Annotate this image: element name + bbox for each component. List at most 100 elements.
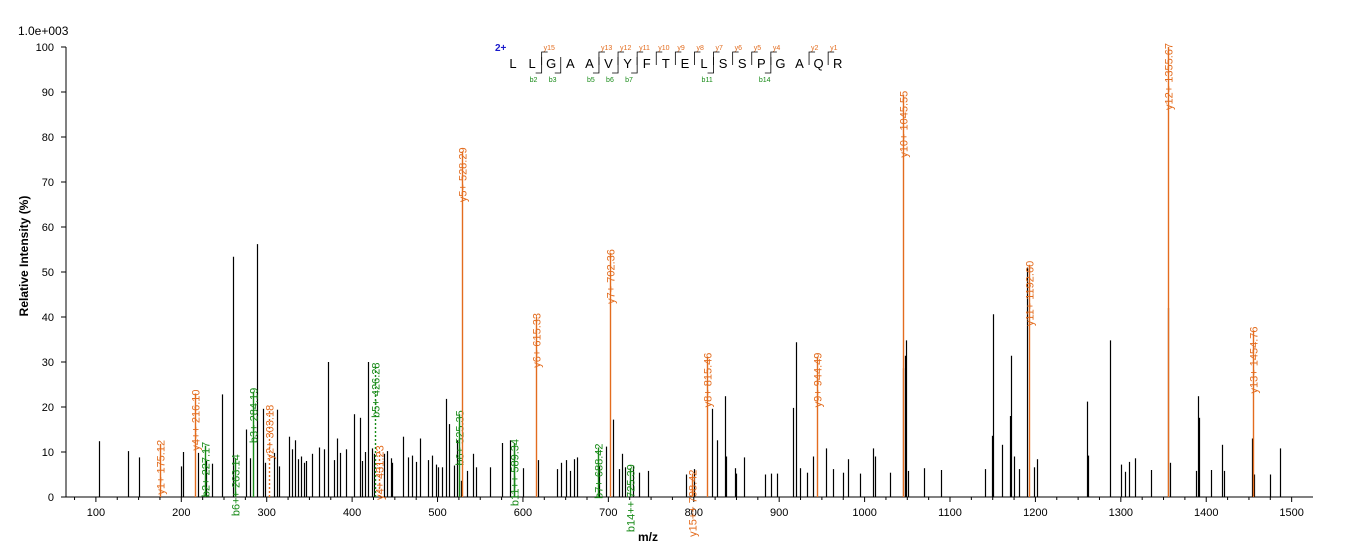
y-tick-label: 10 [42, 447, 54, 459]
sequence-residue: A [795, 56, 804, 71]
intensity-scale-label: 1.0e+003 [18, 24, 69, 38]
b-ion-mark: b7 [625, 77, 633, 84]
y-ion-bracket [674, 51, 682, 65]
x-tick-label: 1000 [852, 507, 876, 519]
b-ion-mark: b14 [759, 77, 771, 84]
sequence-residue: L [700, 56, 707, 71]
fragment-label: b7+ 688.42 [594, 444, 606, 499]
x-tick-label: 600 [514, 507, 532, 519]
sequence-residue: L [528, 56, 535, 71]
y-ion-mark: y10 [658, 45, 669, 52]
fragment-label: b6++ 263.14 [231, 454, 243, 516]
y-ion-bracket [732, 51, 739, 65]
y-ion-mark: y12 [620, 45, 631, 52]
fragment-label: b6+ 525.35 [455, 410, 467, 465]
fragment-label: y13+ 1454.76 [1249, 327, 1261, 394]
x-tick-label: 900 [770, 507, 788, 519]
y-tick-label: 90 [42, 87, 54, 99]
b-ion-bracket [707, 57, 714, 74]
y-tick-label: 60 [42, 222, 54, 234]
fragment-label: y2+ 303.18 [265, 405, 277, 460]
sequence-residue: T [662, 56, 670, 71]
fragment-label: y8+ 815.46 [703, 353, 715, 408]
sequence-residue: R [833, 56, 842, 71]
fragment-label: y11+ 1192.60 [1025, 261, 1037, 326]
b-ion-mark: b2 [530, 77, 538, 84]
fragment-label: y7+ 702.36 [606, 249, 618, 304]
y-ion-mark: y15 [544, 45, 555, 52]
peak-lines [98, 244, 1282, 497]
fragment-label: y5+ 528.29 [458, 147, 470, 202]
sequence-residue: L [509, 56, 516, 71]
b-ion-mark: b11 [702, 77, 713, 84]
y-ion-mark: y9 [677, 45, 685, 52]
y-ion-mark: y5 [754, 45, 762, 52]
fragment-label: y4++ 216.10 [191, 390, 203, 451]
sequence-residue: Q [814, 56, 824, 71]
y-ion-bracket [694, 51, 701, 65]
y-ion-mark: y6 [735, 45, 743, 52]
y-ion-bracket [751, 51, 758, 65]
y-tick-label: 20 [42, 402, 54, 414]
b-ion-bracket [535, 57, 543, 74]
y-ion-bracket [827, 51, 835, 65]
x-tick-label: 200 [172, 507, 190, 519]
fragment-label: y4+ 431.23 [375, 445, 387, 500]
y-tick-label: 100 [36, 42, 54, 54]
x-tick-label: 300 [258, 507, 276, 519]
fragment-label: y9+ 944.49 [813, 353, 825, 408]
b-ion-mark: b6 [606, 77, 614, 84]
fragment-label: b2+ 227.17 [201, 442, 213, 497]
axes: 0 10 20 30 40 50 60 70 80 90 100 100 200 300 400 500 600… [36, 42, 1313, 519]
sequence-residue: P [757, 56, 766, 71]
y-ion-mark: y8 [696, 45, 704, 52]
y-ion-bracket [655, 51, 663, 65]
x-tick-label: 1500 [1279, 507, 1303, 519]
fragment-label: y12+ 1355.67 [1164, 43, 1176, 110]
x-tick-label: 1300 [1109, 507, 1133, 519]
y-tick-label: 0 [48, 492, 54, 504]
x-tick-label: 800 [685, 507, 703, 519]
sequence-residue: G [775, 56, 785, 71]
fragment-label: b14++ 725.39 [626, 464, 638, 532]
y-tick-label: 40 [42, 312, 54, 324]
fragment-label: b3+ 284.19 [249, 388, 261, 443]
sequence-residue: A [566, 56, 575, 71]
b-ion-mark: b5 [587, 77, 595, 84]
fragment-label: b5+ 426.28 [371, 363, 383, 418]
y-ion-mark: y4 [773, 45, 781, 52]
fragment-label: y10+ 1045.55 [899, 91, 911, 158]
x-tick-label: 400 [343, 507, 361, 519]
fragment-label: y15++ 798.42 [688, 470, 700, 537]
sequence-residue: F [643, 56, 651, 71]
y-ion-mark: y13 [601, 45, 612, 52]
sequence-residue: G [546, 56, 556, 71]
y-ion-mark: y1 [830, 45, 838, 52]
sequence-residue: E [681, 56, 690, 71]
sequence-residue: A [585, 56, 594, 71]
sequence-residue: S [719, 56, 728, 71]
b-ion-bracket [592, 57, 600, 74]
fragment-label: y1+ 175.12 [156, 440, 168, 495]
b-ion-bracket [554, 57, 562, 74]
y-ion-mark: y7 [716, 45, 724, 52]
b-ion-bracket [612, 57, 619, 74]
y-tick-label: 70 [42, 177, 54, 189]
sequence-residue: V [604, 56, 613, 71]
fragment-label: b11++ 589.34 [510, 439, 522, 506]
x-tick-label: 1100 [938, 507, 962, 519]
b-ion-bracket [631, 57, 638, 74]
x-tick-label: 1400 [1194, 507, 1218, 519]
charge-state-label: 2+ [495, 43, 507, 54]
y-ion-mark: y11 [639, 45, 650, 52]
y-tick-label: 80 [42, 132, 54, 144]
x-axis-title: m/z [638, 530, 658, 544]
y-ion-bracket [808, 51, 816, 65]
sequence-residue: Y [623, 56, 632, 71]
y-ion-mark: y2 [811, 45, 819, 52]
fragment-label: y6+ 615.33 [532, 313, 544, 368]
y-tick-label: 30 [42, 357, 54, 369]
